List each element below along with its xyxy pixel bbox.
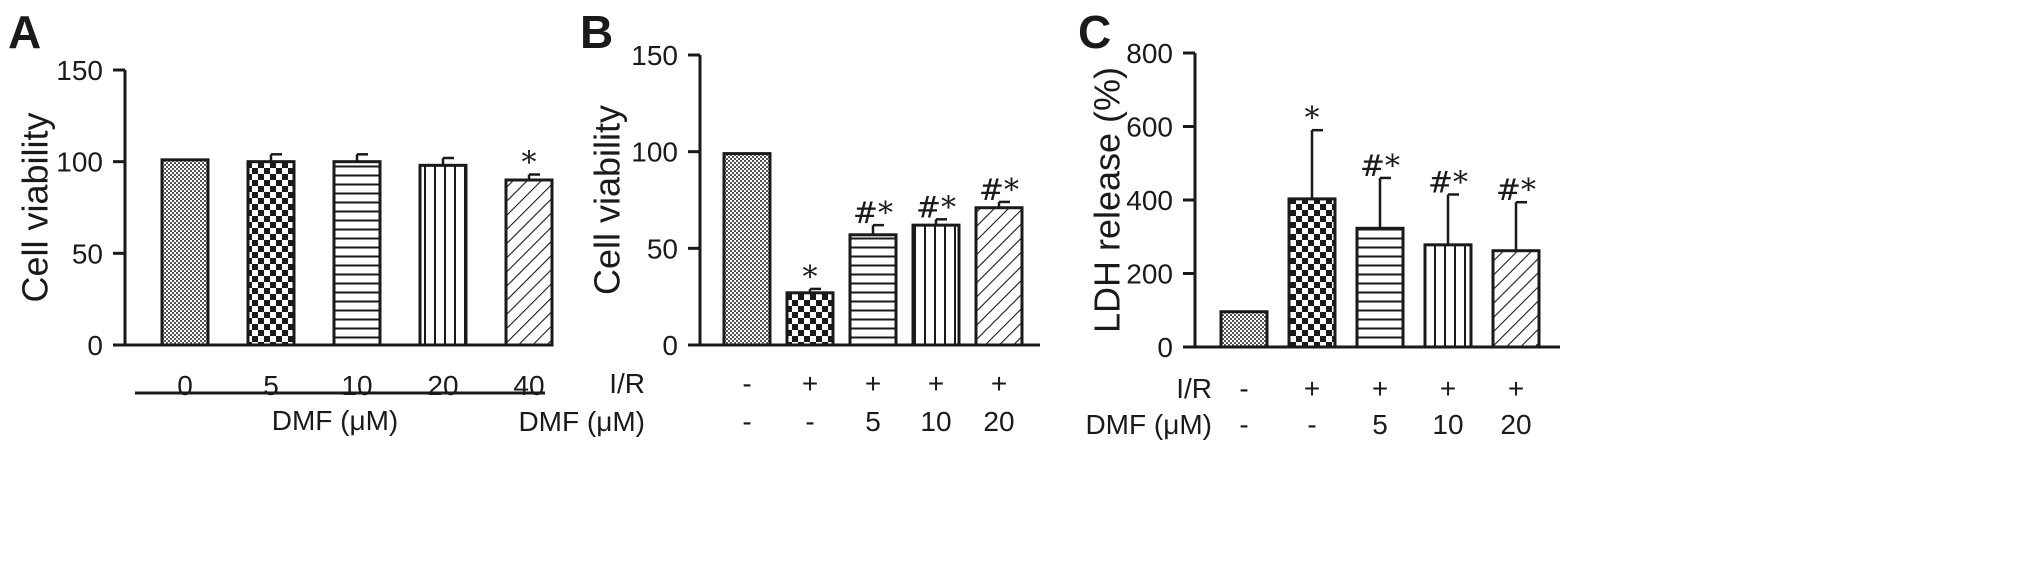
- row-value: -: [1239, 409, 1248, 440]
- y-tick-label: 50: [72, 238, 103, 269]
- y-tick-label: 150: [56, 55, 103, 86]
- bar: [911, 223, 961, 347]
- bar: [722, 152, 772, 347]
- y-tick-label: 0: [87, 330, 103, 361]
- bar: [160, 158, 210, 347]
- y-axis-title: Cell viability: [15, 112, 56, 302]
- row-value: -: [1307, 409, 1316, 440]
- row-value: -: [742, 406, 751, 437]
- y-tick-label: 100: [56, 147, 103, 178]
- row-value: 20: [1500, 409, 1531, 440]
- bar: [418, 163, 468, 347]
- bar: [974, 206, 1024, 347]
- bar: [1287, 197, 1337, 349]
- row-value: +: [1372, 373, 1388, 404]
- x-axis-title: DMF (μM): [272, 405, 399, 436]
- y-tick-label: 400: [1126, 185, 1173, 216]
- significance-mark: #*: [1496, 173, 1536, 208]
- y-tick-label: 0: [662, 330, 678, 361]
- panel-label: A: [8, 6, 41, 58]
- row-value: +: [802, 368, 818, 399]
- significance-mark: *: [1305, 101, 1320, 136]
- bar: [1219, 310, 1269, 349]
- significance-mark: #*: [916, 190, 956, 225]
- bar: [785, 291, 835, 347]
- bar: [1423, 243, 1473, 349]
- y-axis-title: Cell viability: [587, 105, 628, 295]
- y-tick-label: 200: [1126, 259, 1173, 290]
- significance-mark: #*: [979, 173, 1019, 208]
- row-value: 20: [983, 406, 1014, 437]
- row-value: 10: [920, 406, 951, 437]
- bar: [332, 160, 382, 347]
- bar: [848, 233, 898, 347]
- bar: [246, 160, 296, 347]
- y-tick-label: 800: [1126, 38, 1173, 69]
- significance-mark: #*: [1428, 165, 1468, 200]
- row-label: I/R: [609, 368, 645, 399]
- row-value: -: [742, 368, 751, 399]
- y-tick-label: 100: [631, 137, 678, 168]
- y-tick-label: 0: [1157, 332, 1173, 363]
- y-axis-title: LDH release (%): [1087, 67, 1128, 333]
- row-label: I/R: [1176, 373, 1212, 404]
- row-value: 40: [513, 370, 544, 401]
- row-value: 5: [865, 406, 881, 437]
- panel-label: B: [580, 6, 613, 58]
- row-value: 20: [427, 370, 458, 401]
- bar: [504, 178, 554, 347]
- y-tick-label: 50: [647, 233, 678, 264]
- bar: [1491, 249, 1541, 349]
- row-value: +: [928, 368, 944, 399]
- row-value: +: [991, 368, 1007, 399]
- row-value: +: [865, 368, 881, 399]
- row-value: 5: [263, 370, 279, 401]
- row-value: +: [1440, 373, 1456, 404]
- row-value: +: [1304, 373, 1320, 404]
- bar: [1355, 226, 1405, 349]
- row-label: DMF (μM): [1085, 409, 1212, 440]
- significance-mark: *: [522, 146, 537, 181]
- significance-mark: #*: [1360, 149, 1400, 184]
- row-value: -: [1239, 373, 1248, 404]
- row-value: 5: [1372, 409, 1388, 440]
- y-tick-label: 600: [1126, 112, 1173, 143]
- chart-panel-b: B 0 50 100 150 Cell viability * #* #* #* I/R - + + + + D…: [518, 6, 1040, 437]
- row-value: +: [1508, 373, 1524, 404]
- row-value: 10: [341, 370, 372, 401]
- y-tick-label: 150: [631, 40, 678, 71]
- row-value: 0: [177, 370, 193, 401]
- row-value: -: [805, 406, 814, 437]
- panel-label: C: [1078, 6, 1111, 58]
- significance-mark: *: [803, 260, 818, 295]
- significance-mark: #*: [853, 196, 893, 231]
- row-value: 10: [1432, 409, 1463, 440]
- row-label: DMF (μM): [518, 406, 645, 437]
